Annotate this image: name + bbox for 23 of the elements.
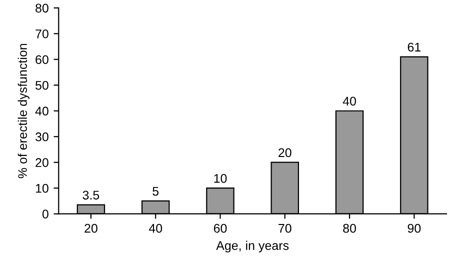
data-label: 20: [278, 148, 292, 158]
x-tick-label: 60: [214, 224, 227, 233]
x-tick-label: 90: [408, 224, 421, 233]
y-axis-title: % of erectile dysfunction: [18, 44, 30, 178]
y-tick-label: 70: [36, 29, 48, 38]
y-tick-label: 50: [36, 80, 48, 90]
y-tick-label: 30: [35, 132, 48, 142]
y-tick-label: 80: [36, 4, 48, 13]
data-label: 40: [342, 96, 356, 106]
x-tick-label: 20: [84, 224, 98, 233]
data-label: 5: [152, 187, 159, 196]
x-axis-title: Age, in years: [216, 240, 289, 252]
y-tick-label: 10: [36, 184, 48, 193]
data-label: 3.5: [82, 190, 100, 200]
x-tick-label: 70: [278, 224, 292, 233]
y-tick-label: 0: [42, 210, 48, 218]
x-tick-label: 80: [343, 224, 356, 233]
y-tick-label: 20: [36, 158, 48, 168]
data-label: 10: [214, 174, 227, 183]
y-tick-label: 40: [35, 106, 48, 116]
data-label: 61: [408, 42, 421, 52]
y-tick-label: 60: [36, 55, 48, 64]
x-tick-label: 40: [148, 224, 162, 233]
